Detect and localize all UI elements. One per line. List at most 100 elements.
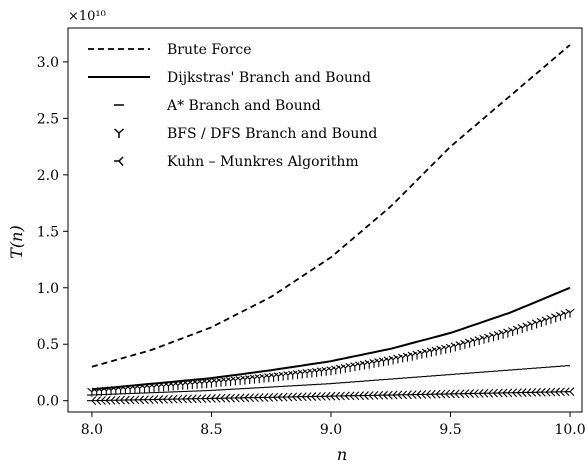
series-marker	[407, 351, 417, 361]
series-marker	[178, 380, 188, 390]
series-marker	[498, 388, 508, 398]
series-marker	[474, 388, 484, 398]
series-marker	[96, 387, 107, 396]
series-marker	[283, 371, 293, 381]
series-marker	[412, 350, 422, 360]
series-marker	[149, 383, 159, 392]
series-marker	[235, 375, 245, 385]
series-marker	[192, 394, 202, 404]
series-marker	[512, 388, 522, 398]
series-marker	[302, 392, 312, 402]
series-marker	[469, 389, 479, 398]
series-marker	[359, 360, 370, 370]
series-marker	[426, 347, 437, 357]
series-marker	[440, 389, 451, 399]
series-marker	[326, 366, 336, 376]
y-tick-label: 1.5	[37, 224, 59, 240]
series-2	[86, 365, 571, 396]
y-tick-label: 0.0	[37, 394, 59, 410]
series-marker	[101, 386, 111, 396]
series-marker	[455, 389, 465, 399]
series-marker	[134, 395, 145, 405]
series-marker	[412, 390, 422, 399]
series-marker	[216, 393, 226, 403]
series-marker	[288, 370, 298, 380]
series-marker	[110, 395, 121, 405]
series-marker	[369, 358, 379, 368]
x-tick-label: 10.0	[554, 422, 585, 438]
series-marker	[441, 344, 451, 354]
series-marker	[153, 395, 164, 404]
series-marker	[139, 383, 150, 393]
series-marker	[507, 388, 518, 398]
series-marker	[192, 379, 202, 389]
series-marker	[335, 391, 345, 401]
series-marker	[374, 358, 384, 368]
series-marker	[292, 392, 302, 402]
series-marker	[545, 387, 556, 397]
series-0	[91, 44, 571, 368]
series-marker	[421, 348, 432, 358]
series-marker	[182, 380, 193, 390]
x-tick-label: 8.0	[81, 422, 103, 438]
series-marker	[416, 390, 427, 399]
series-marker	[383, 356, 394, 366]
series-marker	[426, 389, 436, 399]
series-marker	[225, 376, 236, 386]
plot-frame	[67, 27, 583, 413]
legend-label: A* Branch and Bound	[166, 98, 321, 114]
series-marker	[273, 392, 283, 402]
axes-layer: 8.0 8.5 9.0 9.5 10.0 0.0 0.5 1.0 1.5 2.0 2.5 3.0	[37, 55, 586, 438]
series-marker	[230, 376, 240, 386]
series-marker	[508, 327, 518, 337]
series-marker	[220, 393, 231, 403]
legend-label: Brute Force	[167, 42, 252, 58]
series-layer	[86, 44, 575, 406]
legend-item-astar: A* Branch and Bound	[114, 98, 321, 114]
series-marker	[163, 394, 173, 404]
series-marker	[331, 365, 341, 375]
series-marker	[364, 391, 374, 400]
series-marker	[197, 379, 207, 389]
series-marker	[392, 390, 403, 400]
plot-area	[67, 27, 583, 413]
series-marker	[259, 393, 269, 402]
series-marker	[206, 394, 216, 403]
series-marker	[196, 394, 207, 404]
series-marker	[369, 390, 379, 400]
x-axis-label: n	[337, 445, 347, 464]
series-marker	[402, 390, 412, 400]
series-marker	[359, 391, 369, 400]
series-marker	[115, 395, 125, 405]
series-marker	[240, 375, 250, 385]
series-marker	[263, 392, 274, 402]
series-marker	[287, 392, 298, 402]
series-marker	[101, 396, 111, 405]
legend: Brute Force Dijkstras' Branch and Bound …	[88, 42, 377, 170]
legend-item-dijkstra: Dijkstras' Branch and Bound	[88, 70, 371, 86]
series-marker	[378, 390, 388, 400]
series-marker	[350, 362, 360, 372]
series-marker	[125, 395, 135, 405]
series-marker	[254, 374, 264, 384]
series-marker	[407, 390, 417, 400]
series-marker	[536, 387, 546, 397]
series-marker	[417, 349, 427, 359]
series-marker	[388, 390, 398, 400]
series-marker	[565, 387, 575, 397]
series-marker	[187, 380, 197, 390]
legend-label: BFS / DFS Branch and Bound	[167, 126, 377, 142]
series-marker	[431, 389, 441, 399]
series-marker	[436, 345, 446, 355]
series-marker	[431, 346, 441, 356]
series-marker	[239, 393, 250, 403]
series-marker	[278, 371, 288, 381]
legend-item-bfs-dfs: BFS / DFS Branch and Bound	[114, 126, 377, 142]
series-marker	[216, 377, 226, 387]
series-marker	[125, 384, 135, 394]
series-marker	[182, 394, 192, 404]
series-marker	[306, 392, 317, 401]
y-tick-label: 3.0	[37, 55, 59, 71]
series-marker	[517, 388, 527, 397]
